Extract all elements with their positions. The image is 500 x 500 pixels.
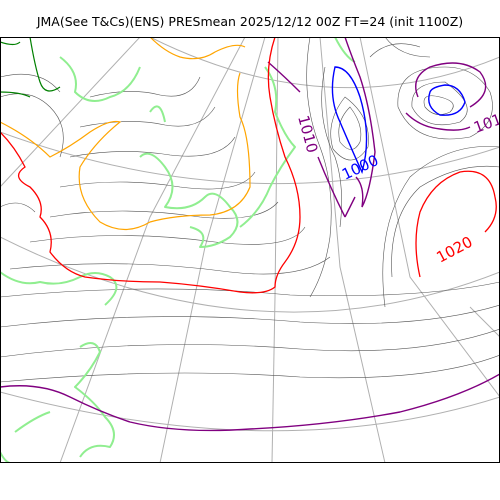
parallel-3 (0, 391, 500, 432)
isobar-1020-west (0, 37, 301, 294)
parallel-1 (0, 236, 500, 313)
coastline (0, 37, 356, 463)
isobar-thin (59, 171, 256, 190)
isobar-thin (384, 37, 431, 58)
isobar-thin (0, 354, 500, 383)
isobar-thin (330, 96, 369, 161)
meridian-2 (59, 37, 246, 463)
isobar-thin (382, 146, 500, 308)
coastline-west (0, 271, 118, 306)
meridian-5 (319, 37, 386, 463)
isobar-label-1010-east: 1010 (471, 107, 500, 137)
coastline-central (139, 152, 239, 248)
meridian-4 (271, 37, 279, 463)
isobar-thin (423, 95, 454, 115)
meridian-3 (159, 37, 266, 463)
isobar-green (0, 37, 61, 98)
isobar-thin (89, 76, 201, 98)
meridian-6 (359, 37, 500, 398)
isobar-thin (369, 43, 421, 58)
isobar-thin (0, 93, 64, 158)
isobar-thin (0, 281, 500, 298)
thin-isobars (0, 37, 500, 383)
isobar-thin (69, 136, 236, 158)
isobar-label-1020: 1020 (433, 233, 475, 267)
parallel-2 (0, 131, 500, 184)
isobar-thin (0, 73, 61, 93)
pressure-map: 1010 1000 1010 1020 (0, 37, 500, 463)
isobar-thin (49, 201, 279, 219)
isobar-thin (9, 256, 331, 275)
isobar-thin (321, 66, 342, 228)
isobar-orange (0, 37, 251, 231)
isobar-thin (0, 328, 500, 358)
isobar-thin (397, 66, 493, 140)
isobar-1020-east (415, 170, 497, 278)
coastline-north (59, 56, 166, 123)
isobar-thin (79, 106, 216, 128)
map-frame (0, 37, 500, 463)
meridian-7 (469, 306, 500, 338)
parallel-4 (149, 37, 500, 89)
chart-title: JMA(See T&Cs)(ENS) PRESmean 2025/12/12 0… (36, 14, 464, 29)
isobar-thin (0, 304, 500, 328)
isobar-thin (29, 226, 306, 245)
isobar-1000-west (331, 66, 368, 174)
isobar-1010-south (0, 373, 500, 432)
isobar-thin (0, 202, 36, 213)
isobar-thin (391, 165, 500, 278)
isobar-thin (411, 81, 468, 126)
meridian-1 (0, 37, 141, 188)
isobar-1000-east (428, 84, 466, 116)
isobar-thin (306, 37, 332, 298)
isobar-label-1010: 1010 (294, 113, 321, 155)
isobar-1010-low (267, 37, 376, 218)
isobar-1010-east (405, 62, 487, 131)
